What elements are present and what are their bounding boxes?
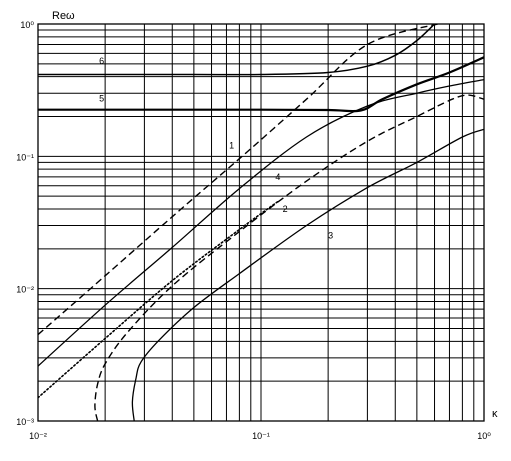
series-line-4 [38,78,484,367]
grid [38,24,484,421]
y-tick-label: 10⁰ [20,20,34,30]
x-axis-label: κ [492,408,498,420]
curve-label-2: 2 [283,204,288,214]
curve-label-5: 5 [99,93,104,103]
series-line-dotted [38,200,280,399]
curve-label-1: 1 [229,140,234,150]
x-tick-labels: 10⁻² 10⁻¹ 10⁰ [29,431,491,441]
y-tick-label: 10⁻³ [16,417,34,427]
series-line-1 [38,24,438,336]
y-axis-label: Reω [52,10,75,22]
curve-label-4: 4 [275,172,280,182]
curve-label-3: 3 [328,230,333,240]
series-line-2 [94,94,484,421]
series-group [38,24,484,421]
curve-label-6: 6 [99,56,104,66]
y-tick-label: 10⁻² [16,285,34,295]
y-tick-label: 10⁻¹ [16,152,34,162]
series-line-3 [131,128,484,421]
series-line-5 [38,56,484,113]
curve-labels: 1 4 2 3 5 6 [99,56,333,241]
plot-frame [37,23,485,422]
series-line-6 [38,24,436,76]
x-tick-label: 10⁰ [477,431,491,441]
x-tick-label: 10⁻¹ [252,431,270,441]
x-tick-label: 10⁻² [29,431,47,441]
y-tick-labels: 10⁻³ 10⁻² 10⁻¹ 10⁰ [16,20,34,427]
